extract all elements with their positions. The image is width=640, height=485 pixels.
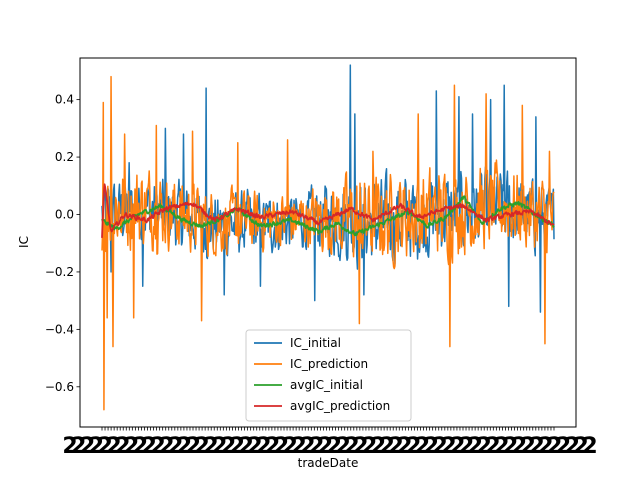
y-tick-label: 0.2 [55,150,74,164]
x-tick-label: 2 [159,434,174,459]
y-tick-label: −0.6 [45,380,74,394]
x-tick-label: 2 [353,434,368,459]
series-line-avgIC_prediction [101,183,555,238]
x-axis-label: tradeDate [298,456,359,470]
x-tick-label: 2 [433,434,448,459]
x-tick-label: 2 [283,434,298,459]
x-tick-label: 2 [512,434,527,459]
x-tick-label: 2 [168,434,183,459]
x-tick-label: 2 [336,434,351,459]
x-tick-label: 2 [547,434,562,459]
y-tick-label: 0.4 [55,93,74,107]
x-tick-label: 2 [239,434,254,459]
x-tick-label: 2 [362,434,377,459]
x-tick-label: 2 [98,434,113,459]
x-tick-label: 2 [230,434,245,459]
series-layer [101,64,555,411]
legend-entry: avgIC_initial [290,378,363,392]
x-tick-label: 2 [424,434,439,459]
x-tick-label: 2 [574,434,589,459]
x-tick-label: 2 [327,434,342,459]
x-tick-label: 2 [485,434,500,459]
x-tick-label: 2 [556,434,571,459]
x-tick-label: 2 [371,434,386,459]
y-axis-label: IC [17,236,31,248]
x-tick-label: 2 [195,434,210,459]
x-tick-label: 2 [521,434,536,459]
x-tick-label: 2 [256,434,271,459]
legend-box [245,329,412,422]
x-tick-label: 2 [62,434,77,459]
x-tick-label: 2 [318,434,333,459]
x-tick-label: 2 [177,434,192,459]
x-tick-label: 2 [247,434,262,459]
x-tick-label: 2 [450,434,465,459]
x-tick-label: 2 [441,434,456,459]
x-tick-label: 2 [415,434,430,459]
x-tick-label: 2 [80,434,95,459]
x-tick-label: 2 [291,434,306,459]
legend-entry: IC_prediction [290,357,368,371]
x-tick-label: 2 [582,434,597,459]
x-tick-label: 2 [203,434,218,459]
y-tick-label: −0.2 [45,265,74,279]
x-tick-label: 2 [142,434,157,459]
series-line-IC_prediction [101,75,555,411]
x-tick-label: 2 [529,434,544,459]
x-tick-label: 2 [71,434,86,459]
x-tick-label: 2 [565,434,580,459]
legend-entry: avgIC_prediction [290,399,390,413]
x-tick-label: 2 [115,434,130,459]
x-tick-label: 2 [538,434,553,459]
x-tick-label: 2 [344,434,359,459]
x-tick-label: 2 [477,434,492,459]
x-tick-label: 2 [406,434,421,459]
axes-frame [79,57,577,428]
y-tick-label: −0.4 [45,322,74,336]
x-tick-label: 2 [124,434,139,459]
x-tick-label: 2 [459,434,474,459]
x-tick-label: 2 [186,434,201,459]
x-tick-label: 2 [265,434,280,459]
y-tick-label: 0.0 [55,208,74,222]
x-tick-label: 2 [274,434,289,459]
x-tick-label: 2 [388,434,403,459]
legend: IC_initial IC_prediction avgIC_initial avgI… [245,329,412,422]
x-tick-label: 2 [397,434,412,459]
x-tick-label: 2 [503,434,518,459]
x-tick-label: 2 [89,434,104,459]
series-line-avgIC_initial [101,195,555,237]
x-tick-label: 2 [133,434,148,459]
x-tick-label: 2 [212,434,227,459]
x-tick-label: 2 [380,434,395,459]
x-ticks: 2222222222222222222222222222222222222222… [62,427,598,459]
y-ticks: −0.6 −0.4 −0.2 0.0 0.2 0.4 [45,93,80,394]
x-tick-label: 2 [300,434,315,459]
x-tick-label: 2 [221,434,236,459]
x-tick-label: 2 [309,434,324,459]
legend-entry: IC_initial [290,336,341,350]
x-tick-label: 2 [468,434,483,459]
x-tick-label: 2 [494,434,509,459]
x-tick-label: 2 [106,434,121,459]
x-tick-label: 2 [150,434,165,459]
